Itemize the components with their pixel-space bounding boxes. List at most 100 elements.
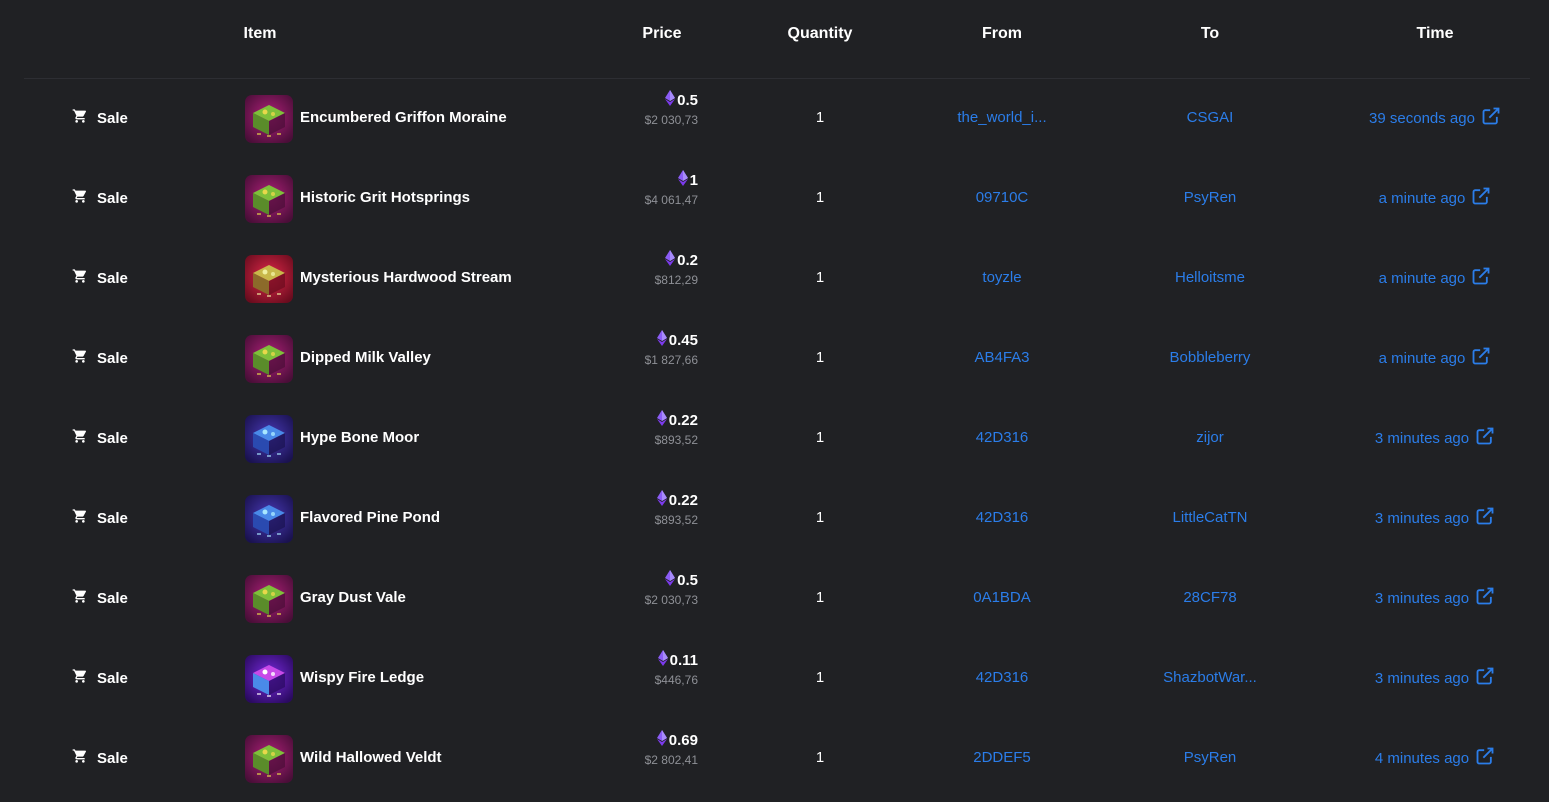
- price-eth: 1: [689, 171, 698, 189]
- from-address-link[interactable]: the_world_i...: [957, 109, 1047, 126]
- item-thumbnail[interactable]: [245, 255, 293, 303]
- event-label: Sale: [97, 669, 128, 687]
- price-usd: $893,52: [654, 513, 698, 527]
- item-thumbnail[interactable]: [245, 655, 293, 703]
- price-cell: 1 $4 061,47: [598, 170, 698, 208]
- price-usd: $2 802,41: [644, 753, 698, 767]
- event-label: Sale: [97, 749, 128, 767]
- price-eth: 0.69: [668, 731, 698, 749]
- to-address-link[interactable]: PsyRen: [1183, 189, 1237, 206]
- event-label: Sale: [97, 589, 128, 607]
- quantity: 1: [815, 589, 825, 606]
- to-address-link[interactable]: PsyRen: [1183, 749, 1237, 766]
- quantity: 1: [815, 509, 825, 526]
- from-address-link[interactable]: 42D316: [975, 429, 1029, 446]
- item-name-link[interactable]: Dipped Milk Valley: [300, 349, 431, 366]
- column-header-quantity: Quantity: [787, 25, 853, 42]
- eth-icon: [665, 570, 676, 590]
- to-address-link[interactable]: ShazbotWar...: [1163, 669, 1257, 686]
- price-eth: 0.22: [668, 411, 698, 429]
- time-link[interactable]: 4 minutes ago: [1374, 749, 1470, 767]
- from-address-link[interactable]: toyzle: [982, 269, 1022, 286]
- item-name-link[interactable]: Mysterious Hardwood Stream: [300, 269, 512, 286]
- external-link-icon[interactable]: [1471, 346, 1491, 371]
- item-thumbnail[interactable]: [245, 575, 293, 623]
- column-header-price: Price: [642, 25, 682, 42]
- time-link[interactable]: a minute ago: [1378, 269, 1466, 287]
- column-header-item: Item: [243, 25, 277, 42]
- item-thumbnail[interactable]: [245, 95, 293, 143]
- time-link[interactable]: 3 minutes ago: [1374, 669, 1470, 687]
- time-link[interactable]: a minute ago: [1378, 349, 1466, 367]
- external-link-icon[interactable]: [1481, 106, 1501, 131]
- to-address-link[interactable]: LittleCatTN: [1172, 509, 1248, 526]
- external-link-icon[interactable]: [1471, 266, 1491, 291]
- table-row: Sale Wispy Fire Ledge 0.11 $446,76 1 42D316 Sh…: [0, 638, 1549, 718]
- time-link[interactable]: 3 minutes ago: [1374, 429, 1470, 447]
- quantity: 1: [815, 669, 825, 686]
- external-link-icon[interactable]: [1471, 186, 1491, 211]
- from-address-link[interactable]: 09710C: [975, 189, 1029, 206]
- price-eth: 0.2: [677, 251, 698, 269]
- price-usd: $446,76: [654, 673, 698, 687]
- external-link-icon[interactable]: [1475, 666, 1495, 691]
- external-link-icon[interactable]: [1475, 586, 1495, 611]
- column-header-from: From: [982, 25, 1022, 42]
- event-type: Sale: [72, 347, 128, 369]
- time-link[interactable]: a minute ago: [1378, 189, 1466, 207]
- external-link-icon[interactable]: [1475, 426, 1495, 451]
- item-thumbnail[interactable]: [245, 495, 293, 543]
- item-name-link[interactable]: Wild Hallowed Veldt: [300, 749, 442, 766]
- cart-icon: [72, 108, 88, 128]
- price-cell: 0.45 $1 827,66: [598, 330, 698, 368]
- from-address-link[interactable]: 42D316: [975, 509, 1029, 526]
- to-address-link[interactable]: CSGAI: [1186, 109, 1234, 126]
- cart-icon: [72, 348, 88, 368]
- price-cell: 0.11 $446,76: [598, 650, 698, 688]
- item-thumbnail[interactable]: [245, 335, 293, 383]
- price-eth: 0.5: [677, 91, 698, 109]
- item-name-link[interactable]: Hype Bone Moor: [300, 429, 420, 446]
- event-type: Sale: [72, 667, 128, 689]
- cart-icon: [72, 508, 88, 528]
- event-type: Sale: [72, 507, 128, 529]
- time-link[interactable]: 3 minutes ago: [1374, 509, 1470, 527]
- from-address-link[interactable]: AB4FA3: [974, 349, 1030, 366]
- external-link-icon[interactable]: [1475, 506, 1495, 531]
- quantity: 1: [815, 429, 825, 446]
- event-label: Sale: [97, 509, 128, 527]
- price-eth: 0.45: [668, 331, 698, 349]
- event-label: Sale: [97, 189, 128, 207]
- from-address-link[interactable]: 42D316: [975, 669, 1029, 686]
- external-link-icon[interactable]: [1475, 746, 1495, 771]
- event-label: Sale: [97, 429, 128, 447]
- price-usd: $4 061,47: [644, 193, 698, 207]
- time-link[interactable]: 3 minutes ago: [1374, 589, 1470, 607]
- time-link[interactable]: 39 seconds ago: [1369, 109, 1475, 127]
- quantity: 1: [815, 269, 825, 286]
- item-name-link[interactable]: Wispy Fire Ledge: [300, 669, 425, 686]
- item-thumbnail[interactable]: [245, 175, 293, 223]
- to-address-link[interactable]: Helloitsme: [1174, 269, 1246, 286]
- from-address-link[interactable]: 0A1BDA: [973, 589, 1031, 606]
- item-name-link[interactable]: Flavored Pine Pond: [300, 509, 441, 526]
- table-header: Item Price Quantity From To Time: [24, 0, 1530, 79]
- to-address-link[interactable]: Bobbleberry: [1169, 349, 1251, 366]
- eth-icon: [677, 170, 688, 190]
- to-address-link[interactable]: 28CF78: [1183, 589, 1237, 606]
- cart-icon: [72, 588, 88, 608]
- table-row: Sale Wild Hallowed Veldt 0.69 $2 802,41 1 2DD…: [0, 718, 1549, 798]
- cart-icon: [72, 748, 88, 768]
- price-eth: 0.11: [669, 651, 698, 669]
- item-thumbnail[interactable]: [245, 415, 293, 463]
- item-thumbnail[interactable]: [245, 735, 293, 783]
- price-cell: 0.5 $2 030,73: [598, 90, 698, 128]
- item-name-link[interactable]: Gray Dust Vale: [300, 589, 406, 606]
- item-name-link[interactable]: Encumbered Griffon Moraine: [300, 109, 507, 126]
- to-address-link[interactable]: zijor: [1196, 429, 1224, 446]
- from-address-link[interactable]: 2DDEF5: [973, 749, 1031, 766]
- item-name-link[interactable]: Historic Grit Hotsprings: [300, 189, 471, 206]
- event-type: Sale: [72, 747, 128, 769]
- price-cell: 0.5 $2 030,73: [598, 570, 698, 608]
